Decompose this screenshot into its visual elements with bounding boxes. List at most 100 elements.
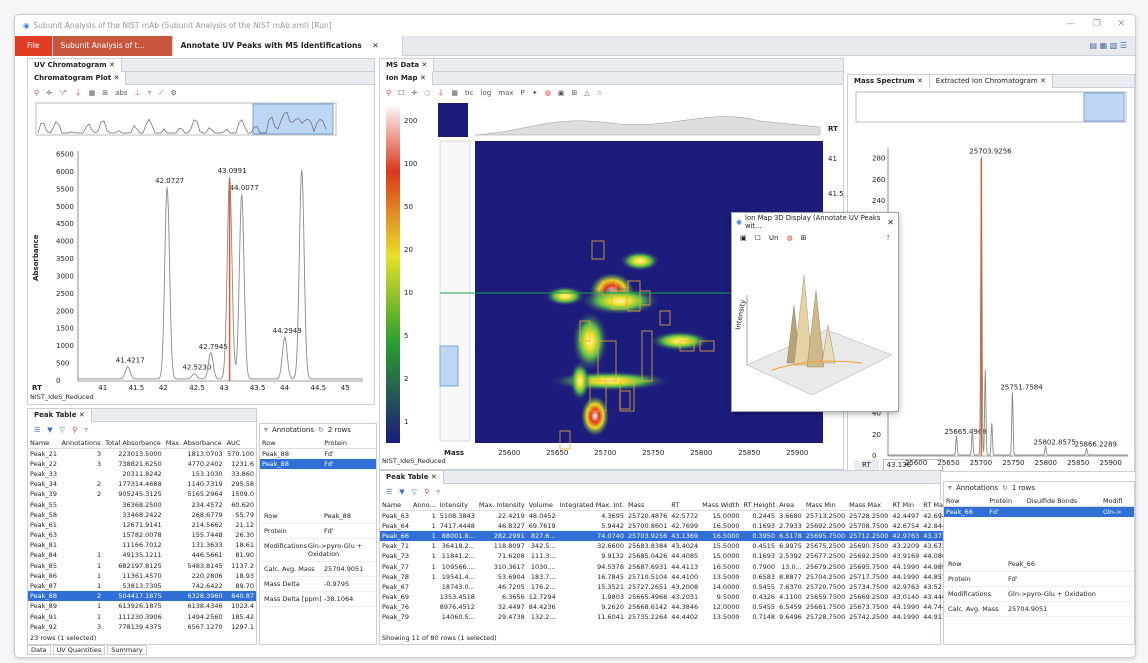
table-row[interactable]: Peak_81 11166.7012 131.3633 18.61 — [28, 540, 256, 550]
column-header[interactable]: RT Height — [741, 500, 778, 511]
table-row[interactable]: Peak_66 Fd' Gln-> — [944, 506, 1134, 517]
tab-subunit-analysis[interactable]: Subunit Analysis of t... — [52, 36, 173, 56]
tic-button[interactable]: tic — [465, 89, 474, 97]
detected-peak-box[interactable] — [659, 310, 671, 326]
help-icon[interactable]: ? — [886, 234, 890, 242]
column-header[interactable]: Mass Max — [847, 500, 891, 511]
detected-peak-box[interactable] — [559, 430, 571, 450]
table-row[interactable]: Peak_21 3 223013.5000 1813.0703 570.100 — [28, 449, 256, 459]
table-row[interactable]: Peak_63 15782.0078 155.7448 26.30 — [28, 530, 256, 540]
detected-peak-box[interactable] — [591, 240, 605, 260]
overview-selection[interactable] — [252, 103, 334, 135]
table-row[interactable]: Peak_86 1 11361.4570 220.2806 18.93 — [28, 571, 256, 581]
table-row[interactable]: Peak_77 1 109566.... 310.3617 1030.... 94.537… — [380, 561, 952, 571]
search-icon[interactable]: ⚲ — [72, 426, 78, 434]
column-header[interactable]: Mass Width — [700, 500, 742, 511]
refresh-icon[interactable]: ↻ — [318, 426, 324, 434]
menu-icon[interactable]: ☰ — [34, 426, 41, 434]
column-header[interactable]: Mass — [625, 500, 670, 511]
table-row[interactable]: Peak_66 1 88001.8... 282.2991 827.6... 74.074… — [380, 530, 953, 542]
ion-map-thumbnail[interactable] — [438, 103, 468, 137]
tab-annotate-uv-peaks[interactable]: Annotate UV Peaks with MS Identification… — [172, 36, 403, 56]
filter-icon[interactable]: ▼ — [399, 488, 405, 496]
column-header[interactable]: Mass Min — [803, 500, 848, 511]
table-row[interactable]: Peak_67 18743.0... 46.7205 176.2... 15.3521 2… — [380, 582, 952, 592]
annotation-icon[interactable]: ⫧ — [436, 487, 441, 496]
grid-icon[interactable]: ▦ — [451, 89, 459, 97]
bottom-tab[interactable]: Summary — [107, 645, 147, 655]
tab-ms-data[interactable]: MS Data ✕ — [380, 59, 435, 72]
close-icon[interactable]: ✕ — [887, 217, 894, 227]
perspective-icons[interactable]: ▤ ▦ ▧ ☰ — [1089, 41, 1127, 50]
shape-icon[interactable]: △ — [584, 89, 590, 97]
detected-peak-box[interactable] — [579, 320, 591, 342]
table-row[interactable]: Peak_87 1 53813.7305 742.6422 89.70 — [28, 581, 256, 591]
abs-button[interactable]: abs — [115, 89, 128, 97]
peak-pick-icon[interactable]: ⁺⁄⁺ — [59, 89, 68, 97]
integrate-icon[interactable]: ⏚ — [74, 89, 82, 97]
table-row[interactable]: Peak_79 14060.5... 29.4738 132.2... 11.6041 2… — [380, 612, 952, 622]
tab-mass-spectrum[interactable]: Mass Spectrum ✕ — [848, 75, 930, 88]
select-icon[interactable]: ☐ — [398, 89, 405, 97]
annotate-icon[interactable]: ⫧ — [147, 88, 152, 97]
column-header[interactable]: Name — [380, 500, 411, 511]
detected-peak-box[interactable] — [641, 330, 653, 382]
table-row[interactable]: Peak_71 1 36418.2... 118.8097 342.5... 32.660… — [380, 541, 952, 551]
table-row[interactable]: Peak_85 1 682197.8125 5483.8145 1137.2 — [28, 561, 256, 571]
detected-peak-box[interactable] — [597, 340, 617, 382]
line-icon[interactable]: ⟋ — [158, 88, 164, 97]
pan-icon[interactable]: ✛ — [46, 89, 53, 97]
column-header[interactable]: Row — [944, 496, 988, 507]
close-tab-icon[interactable]: ✕ — [372, 41, 379, 50]
table-row[interactable]: Peak_88 2 504417.1875 6328.3960 840.87 — [28, 591, 256, 602]
column-header[interactable]: RT — [669, 500, 701, 511]
filter-clear-icon[interactable]: ▽ — [59, 426, 66, 434]
bottom-tab[interactable]: Data — [27, 645, 51, 655]
column-header[interactable]: Volume — [526, 500, 558, 511]
column-header[interactable]: Intensity — [437, 500, 477, 511]
tab-extracted-ion-chromatogram[interactable]: Extracted Ion Chromatogram ✕ — [929, 75, 1053, 88]
pan-icon[interactable]: ✛ — [411, 89, 418, 97]
tab-peak-table[interactable]: Peak Table ✕ — [28, 409, 92, 422]
table-row[interactable]: Peak_55 36368.2500 234.4572 60.620 — [28, 499, 256, 509]
column-header[interactable]: Modifi — [1100, 496, 1134, 507]
detected-peak-box[interactable] — [679, 340, 695, 352]
column-header[interactable]: Total Absorbance — [103, 438, 164, 449]
un-button[interactable]: Un — [768, 234, 779, 242]
zoom-icon[interactable]: ⚲ — [34, 89, 40, 97]
column-header[interactable]: Row — [260, 438, 323, 449]
column-header[interactable]: Protein — [987, 496, 1025, 507]
table-row[interactable]: Peak_92 3 778139.4375 6567.1270 1297.1 — [28, 622, 256, 632]
table-row[interactable]: Peak_34 2 177314.4688 1140.7319 295.58 — [28, 479, 256, 489]
detected-peak-box[interactable] — [639, 290, 651, 306]
table-row[interactable]: Peak_88 Fd' — [260, 449, 376, 459]
baseline-icon[interactable]: ⊥ — [134, 89, 141, 97]
table-row[interactable]: Peak_58 33468.2422 268.6779 55.79 — [28, 510, 256, 520]
filter-clear-icon[interactable]: ▽ — [411, 488, 418, 496]
detected-peak-box[interactable] — [699, 340, 715, 352]
bottom-tab[interactable]: UV Quantities — [52, 645, 106, 655]
menu-icon[interactable]: ☰ — [386, 488, 393, 496]
tab-peak-table[interactable]: Peak Table ✕ — [380, 471, 444, 484]
tile-icon[interactable]: ⊞ — [800, 234, 807, 242]
column-header[interactable]: Max. Intensity — [476, 500, 527, 511]
column-header[interactable]: Integrated Max. Int. — [557, 500, 626, 511]
column-header[interactable]: RT Min — [890, 500, 922, 511]
table-row[interactable]: Peak_63 1 5108.3843 22.4219 48.0452 4.3695 257… — [380, 511, 952, 521]
column-header[interactable]: Protein — [322, 438, 376, 449]
table-row[interactable]: Peak_64 1 7417.4448 46.8327 69.7619 5.9442 257… — [380, 521, 952, 531]
tab-uv-chromatogram[interactable]: UV Chromatogram ✕ — [28, 59, 122, 72]
detected-peak-box[interactable] — [619, 390, 631, 410]
table-row[interactable]: Peak_69 1353.4518 6.3656 12.7294 1.9803 25665… — [380, 592, 952, 602]
p-button[interactable]: P — [520, 89, 525, 97]
table-row[interactable]: Peak_33 20311.8242 153.1030 33.860 — [28, 469, 256, 479]
table-row[interactable]: Peak_84 1 49135.1211 446.5661 81.90 — [28, 550, 256, 560]
detected-peak-box[interactable] — [589, 380, 607, 412]
column-header[interactable]: Annotations — [59, 438, 104, 449]
column-header[interactable]: AUC — [224, 438, 256, 449]
detected-peak-box[interactable] — [601, 280, 617, 296]
lasso-icon[interactable]: ◌ — [424, 89, 431, 97]
column-header[interactable]: Area — [777, 500, 804, 511]
settings-icon[interactable]: ⚙ — [170, 89, 177, 97]
table-row[interactable]: Peak_89 1 613926.1875 6138.4346 1023.4 — [28, 601, 256, 611]
